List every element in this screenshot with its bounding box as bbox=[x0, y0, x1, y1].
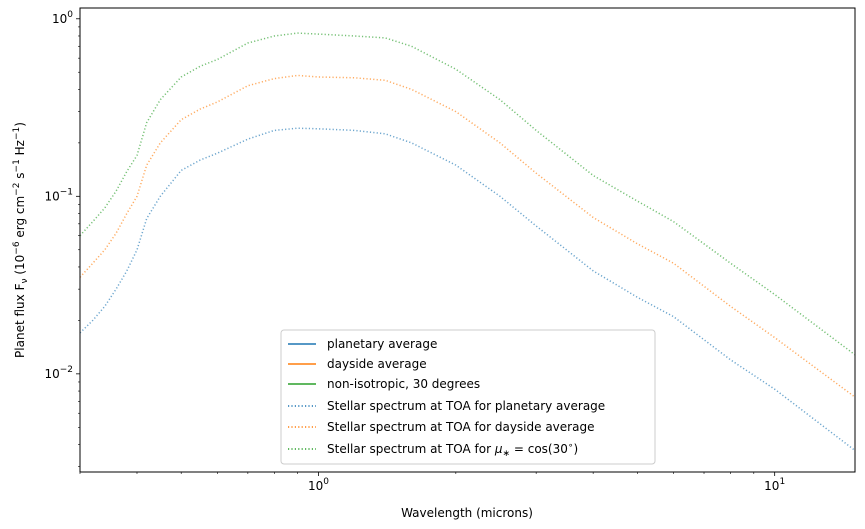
legend-label-planetary-average: planetary average bbox=[327, 337, 437, 351]
y-tick-label: 100 bbox=[52, 10, 73, 26]
x-tick-label: 101 bbox=[764, 477, 785, 493]
y-tick-label: 10−2 bbox=[44, 365, 73, 381]
x-tick-label: 100 bbox=[308, 477, 329, 493]
series-layer bbox=[79, 32, 856, 452]
legend-label-stellar-dayside: Stellar spectrum at TOA for dayside aver… bbox=[327, 420, 594, 434]
series-line-0 bbox=[79, 127, 856, 452]
legend: planetary average dayside average non-is… bbox=[280, 329, 656, 465]
y-tick-label: 10−1 bbox=[44, 187, 73, 203]
x-axis-label: Wavelength (microns) bbox=[401, 506, 533, 520]
series-line-1 bbox=[79, 74, 856, 398]
plot-frame bbox=[79, 7, 856, 473]
legend-label-stellar-planetary: Stellar spectrum at TOA for planetary av… bbox=[327, 399, 605, 413]
x-axis: 100 101 bbox=[79, 472, 785, 493]
y-axis: 10−2 10−1 100 bbox=[44, 10, 80, 467]
series-line-2 bbox=[79, 32, 856, 356]
legend-box bbox=[280, 329, 656, 465]
legend-label-stellar-mu: Stellar spectrum at TOA for μ∗ = cos(30∘… bbox=[327, 441, 578, 459]
legend-label-non-isotropic: non-isotropic, 30 degrees bbox=[327, 377, 480, 391]
legend-label-dayside-average: dayside average bbox=[327, 357, 427, 371]
y-axis-label: Planet flux Fν (10−6 erg cm−2 s−1 Hz−1) bbox=[12, 122, 30, 358]
